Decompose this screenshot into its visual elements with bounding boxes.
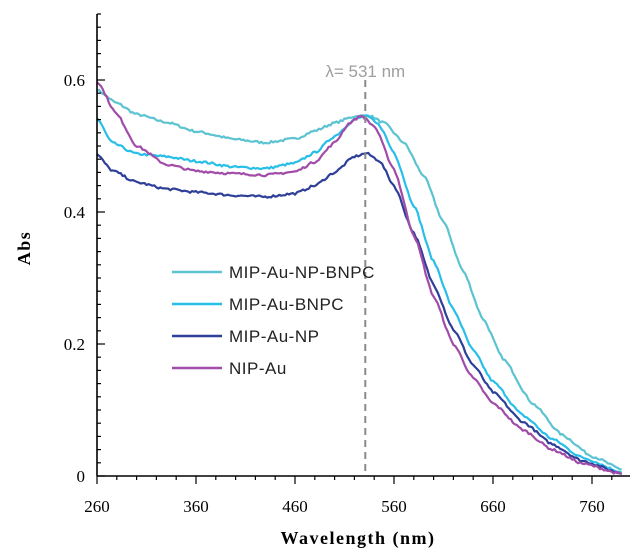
- y-tick-label: 0.2: [64, 335, 85, 354]
- x-tick-label: 460: [282, 497, 308, 516]
- plot-area: λ= 531 nm: [96, 62, 623, 476]
- legend-label: MIP-Au-BNPC: [229, 295, 344, 314]
- x-tick-label: 560: [381, 497, 407, 516]
- legend-label: NIP-Au: [229, 359, 287, 378]
- legend-label: MIP-Au-NP: [229, 327, 319, 346]
- y-tick-label: 0.4: [64, 203, 86, 222]
- x-axis-title: Wavelength (nm): [281, 528, 436, 549]
- y-tick-label: 0: [77, 467, 86, 486]
- x-tick-label: 360: [183, 497, 209, 516]
- x-tick-label: 260: [84, 497, 110, 516]
- y-tick-label: 0.6: [64, 71, 85, 90]
- series-line-mip-au-bnpc: [96, 114, 623, 474]
- axes: 0 0.2 0.4 0.6 260 360 460 560 660 760: [64, 13, 630, 516]
- y-axis-title: Abs: [14, 231, 34, 266]
- x-tick-label: 760: [579, 497, 605, 516]
- series-line-mip-au-np: [96, 151, 623, 476]
- x-tick-label: 660: [480, 497, 506, 516]
- legend-label: MIP-Au-NP-BNPC: [229, 263, 375, 282]
- legend: MIP-Au-NP-BNPC MIP-Au-BNPC MIP-Au-NP NIP-Au: [172, 263, 375, 378]
- series-line-nip-au: [96, 81, 623, 476]
- lambda-annotation: λ= 531 nm: [325, 62, 405, 81]
